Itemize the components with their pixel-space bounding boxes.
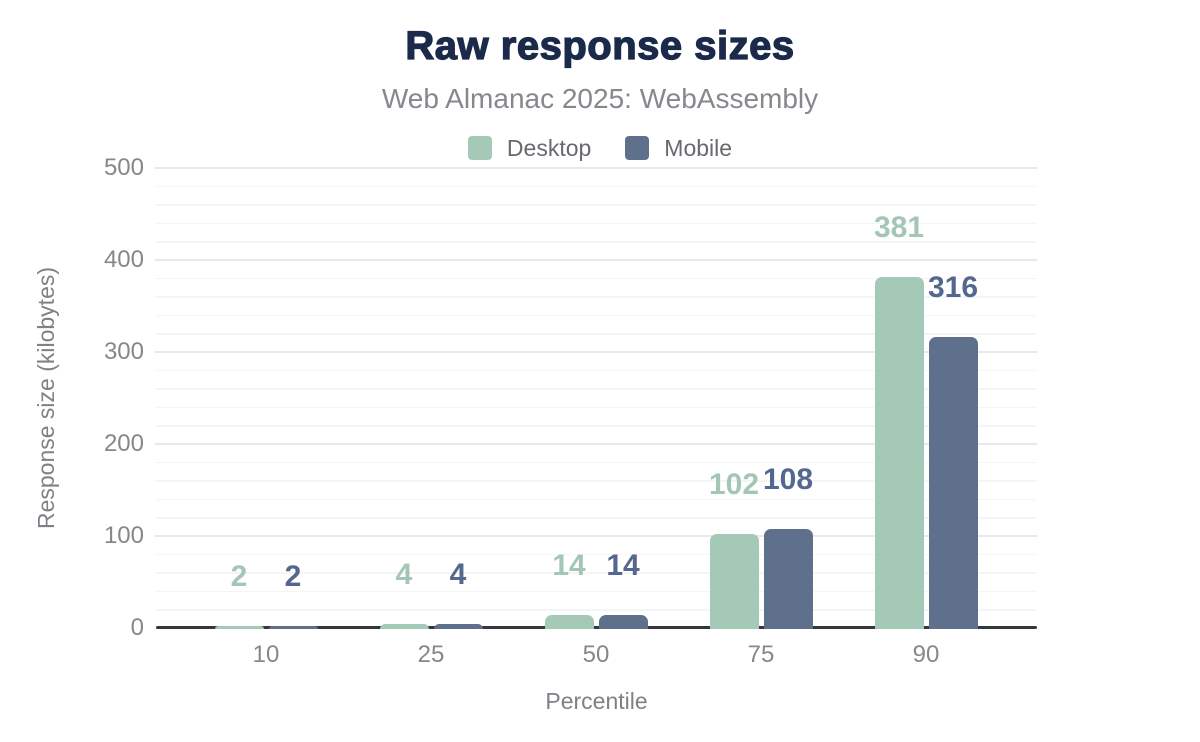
bar-value-label-desktop-p50: 14 bbox=[552, 549, 586, 583]
bar-desktop-p10[interactable] bbox=[214, 626, 264, 629]
y-tick-500: 500 bbox=[103, 154, 144, 181]
gridline-minor bbox=[155, 517, 1037, 519]
gridline-minor bbox=[155, 388, 1037, 390]
gridline-minor bbox=[155, 553, 1037, 556]
gridline-minor bbox=[155, 498, 1037, 501]
bar-mobile-p75[interactable] bbox=[763, 528, 813, 629]
gridline-minor bbox=[155, 222, 1037, 225]
bar-value-label-mobile-p25: 4 bbox=[449, 558, 467, 592]
x-tick-25: 25 bbox=[417, 641, 445, 668]
gridline-minor bbox=[155, 333, 1037, 335]
gridline-major bbox=[155, 351, 1037, 353]
legend-swatch-icon-mobile bbox=[625, 136, 650, 160]
x-axis-line bbox=[156, 626, 1037, 629]
legend-item-desktop[interactable]: Desktop bbox=[467, 134, 592, 162]
chart-subtitle: Web Almanac 2025: WebAssembly bbox=[381, 83, 819, 114]
legend-swatch-icon-desktop bbox=[467, 136, 492, 160]
bar-value-label-mobile-p90: 316 bbox=[927, 271, 979, 305]
gridline-minor bbox=[155, 609, 1037, 611]
x-tick-50: 50 bbox=[582, 641, 610, 668]
bar-value-label-desktop-p90: 381 bbox=[873, 211, 925, 245]
bar-value-label-mobile-p10: 2 bbox=[284, 560, 302, 594]
y-tick-100: 100 bbox=[103, 522, 144, 549]
gridline-minor bbox=[155, 480, 1037, 482]
bar-desktop-p75[interactable] bbox=[709, 534, 759, 629]
bar-value-label-desktop-p25: 4 bbox=[395, 558, 413, 592]
gridline-minor bbox=[155, 572, 1037, 574]
gridline-major bbox=[155, 259, 1037, 261]
y-axis-title: Response size (kilobytes) bbox=[33, 266, 59, 530]
bar-mobile-p10[interactable] bbox=[268, 626, 318, 629]
gridline-minor bbox=[155, 241, 1037, 243]
legend-label: Mobile bbox=[664, 134, 733, 161]
gridline-minor bbox=[155, 425, 1037, 427]
chart-title: Raw response sizes bbox=[405, 23, 795, 68]
gridline-minor bbox=[155, 461, 1037, 464]
gridline-minor bbox=[155, 369, 1037, 372]
legend-label: Desktop bbox=[506, 134, 592, 161]
y-tick-300: 300 bbox=[103, 338, 144, 365]
gridline-minor bbox=[155, 204, 1037, 206]
gridline-minor bbox=[155, 590, 1037, 593]
plot-area: 2 2 4 4 14 14 102 108 381 316 bbox=[155, 167, 1037, 629]
x-axis-title: Percentile bbox=[545, 688, 648, 714]
gridline-major bbox=[155, 167, 1037, 169]
bar-mobile-p50[interactable] bbox=[598, 615, 648, 629]
gridline-minor bbox=[155, 277, 1037, 280]
legend: Desktop Mobile bbox=[0, 134, 1200, 162]
y-tick-400: 400 bbox=[103, 246, 144, 273]
legend-item-mobile[interactable]: Mobile bbox=[625, 135, 732, 162]
bar-value-label-desktop-p75: 102 bbox=[708, 468, 760, 502]
x-tick-90: 90 bbox=[912, 641, 940, 668]
bar-desktop-p50[interactable] bbox=[544, 615, 594, 629]
y-tick-0: 0 bbox=[130, 614, 144, 641]
gridline-minor bbox=[155, 185, 1037, 188]
gridline-minor bbox=[155, 296, 1037, 298]
bar-mobile-p90[interactable] bbox=[928, 337, 978, 629]
x-tick-10: 10 bbox=[252, 641, 280, 668]
bar-value-label-desktop-p10: 2 bbox=[230, 560, 248, 594]
gridline-major bbox=[155, 443, 1037, 445]
gridline-minor bbox=[155, 406, 1037, 409]
gridline-major bbox=[155, 535, 1037, 537]
bar-value-label-mobile-p75: 108 bbox=[762, 462, 814, 496]
gridline-minor bbox=[155, 314, 1037, 317]
bar-desktop-p90[interactable] bbox=[874, 277, 924, 629]
y-tick-200: 200 bbox=[103, 430, 144, 457]
bar-value-label-mobile-p50: 14 bbox=[606, 549, 640, 583]
x-tick-75: 75 bbox=[747, 641, 775, 668]
bar-desktop-p25[interactable] bbox=[379, 624, 429, 629]
bar-mobile-p25[interactable] bbox=[433, 624, 483, 629]
